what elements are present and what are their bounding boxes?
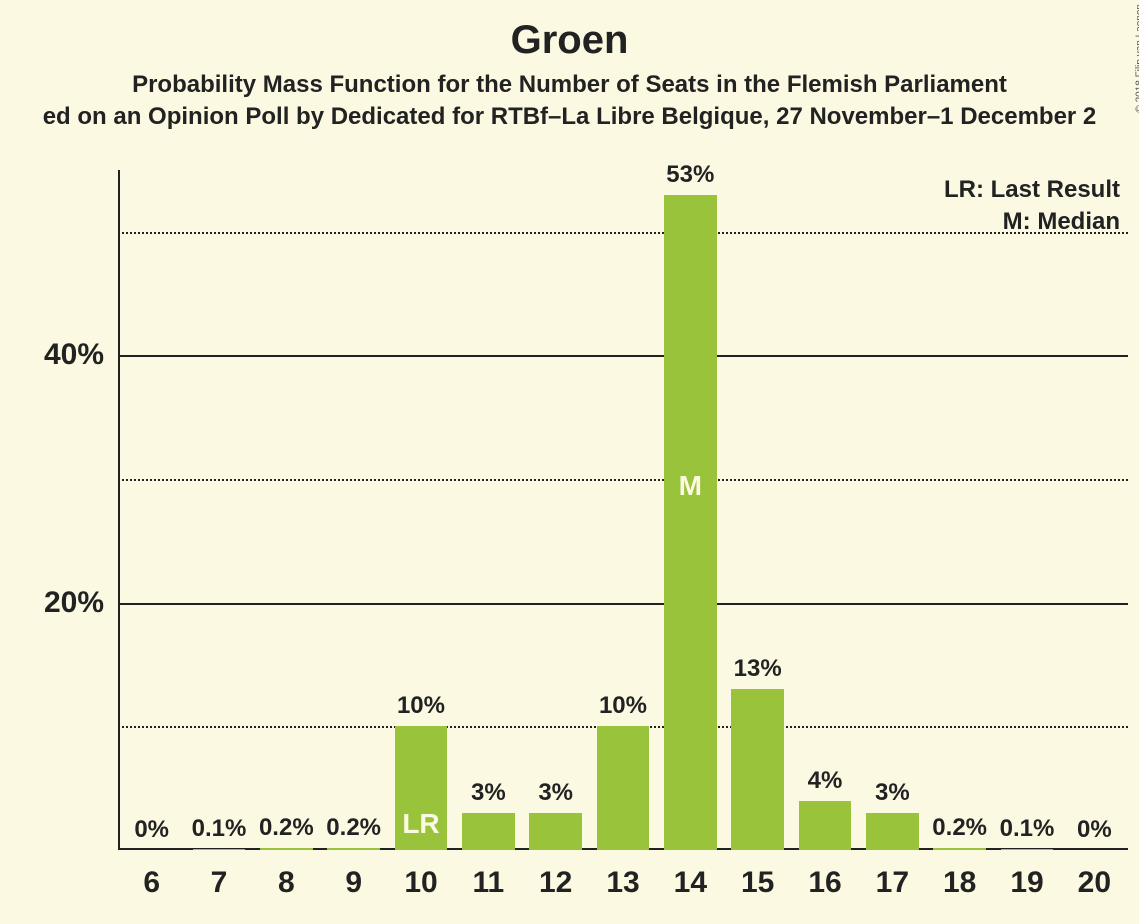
- legend-lr: LR: Last Result: [944, 176, 1120, 204]
- chart-plot-area: 20%40%0%60.1%70.2%80.2%910%LR103%113%121…: [118, 170, 1128, 850]
- bar-value-label: 3%: [471, 779, 506, 813]
- bar-value-label: 0.2%: [932, 814, 987, 848]
- gridline-major: [118, 603, 1128, 605]
- x-axis-tick-label: 15: [741, 850, 774, 900]
- x-axis-tick-label: 10: [404, 850, 437, 900]
- copyright-text: © 2018 Filip van Laenen: [1135, 4, 1139, 113]
- y-axis-label: 40%: [44, 338, 118, 372]
- bar-value-label: 4%: [808, 767, 843, 801]
- bar: 3%: [866, 813, 919, 850]
- bar-value-label: 0%: [1077, 816, 1112, 850]
- legend-median: M: Median: [944, 208, 1120, 236]
- bar: 4%: [799, 801, 852, 850]
- x-axis-tick-label: 6: [143, 850, 160, 900]
- chart-subtitle-2: ed on an Opinion Poll by Dedicated for R…: [0, 103, 1139, 131]
- bar-value-label: 3%: [538, 779, 573, 813]
- bar-marker-lr: LR: [402, 808, 439, 840]
- bar-value-label: 13%: [734, 655, 782, 689]
- gridline-major: [118, 355, 1128, 357]
- bar-marker-median: M: [679, 470, 702, 502]
- x-axis-tick-label: 11: [472, 850, 504, 900]
- bar-value-label: 10%: [397, 692, 445, 726]
- bar-value-label: 0.2%: [326, 814, 381, 848]
- x-axis-tick-label: 17: [876, 850, 909, 900]
- x-axis-tick-label: 13: [606, 850, 639, 900]
- bar: 10%LR: [395, 726, 448, 850]
- x-axis-tick-label: 7: [211, 850, 228, 900]
- x-axis-tick-label: 20: [1078, 850, 1111, 900]
- x-axis-tick-label: 8: [278, 850, 295, 900]
- bar: 3%: [529, 813, 582, 850]
- chart-subtitle-1: Probability Mass Function for the Number…: [0, 71, 1139, 99]
- y-axis: [118, 170, 120, 850]
- y-axis-label: 20%: [44, 586, 118, 620]
- bar-value-label: 0.1%: [192, 815, 247, 849]
- bar: 3%: [462, 813, 515, 850]
- x-axis-tick-label: 9: [345, 850, 362, 900]
- gridline-minor: [118, 479, 1128, 481]
- x-axis-tick-label: 19: [1010, 850, 1043, 900]
- chart-title: Groen: [0, 0, 1139, 63]
- bar-value-label: 53%: [666, 161, 714, 195]
- bar-value-label: 3%: [875, 779, 910, 813]
- x-axis-tick-label: 18: [943, 850, 976, 900]
- bar: 10%: [597, 726, 650, 850]
- bar-value-label: 10%: [599, 692, 647, 726]
- bar: 13%: [731, 689, 784, 850]
- x-axis-tick-label: 16: [808, 850, 841, 900]
- bar-value-label: 0.1%: [1000, 815, 1055, 849]
- bar-value-label: 0.2%: [259, 814, 314, 848]
- x-axis-tick-label: 14: [674, 850, 707, 900]
- x-axis-tick-label: 12: [539, 850, 572, 900]
- bar-value-label: 0%: [134, 816, 169, 850]
- bar: 53%M: [664, 195, 717, 850]
- legend: LR: Last Result M: Median: [944, 176, 1120, 236]
